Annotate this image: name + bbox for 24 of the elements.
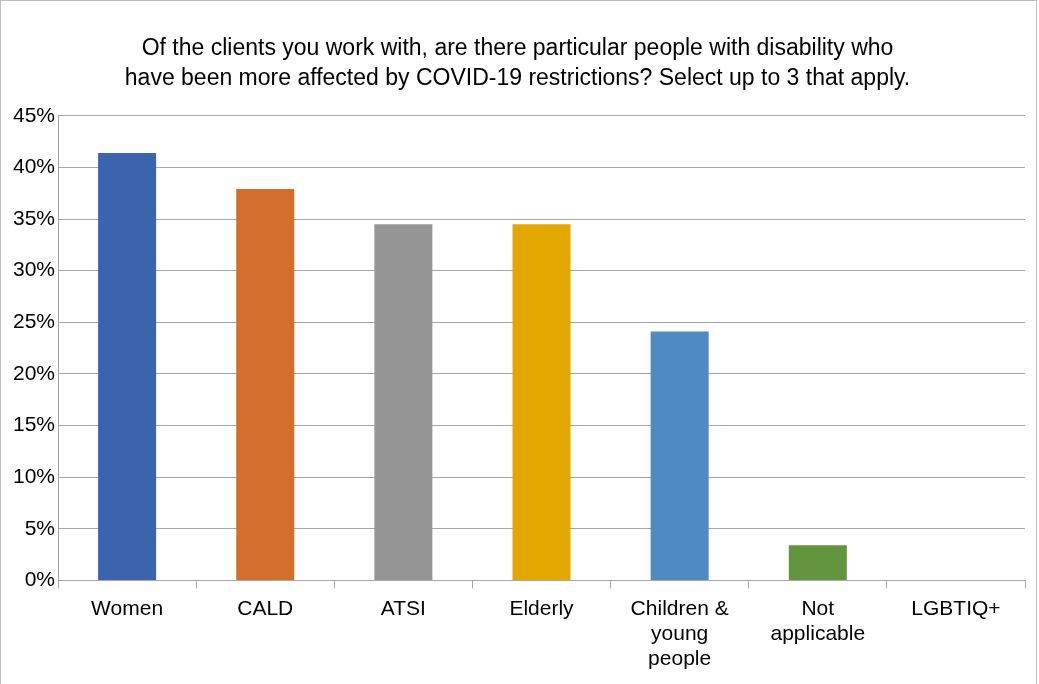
y-tick-label: 15%	[13, 412, 56, 436]
y-tick-label: 10%	[13, 463, 56, 487]
y-tick-label: 5%	[24, 515, 56, 539]
y-tick-label: 35%	[13, 205, 56, 229]
x-tick-label: Women	[91, 595, 164, 619]
x-tick-label: Children & young people	[630, 595, 729, 670]
bar	[788, 545, 847, 580]
y-tick-label: 40%	[13, 154, 56, 178]
x-tick-label: Not applicable	[770, 595, 866, 644]
x-tick-label: ATSI	[380, 595, 426, 619]
x-tick-label: LGBTIQ+	[911, 595, 1001, 619]
y-tick-label: 20%	[13, 360, 56, 384]
bar	[98, 152, 157, 580]
bar	[650, 331, 709, 580]
bar	[374, 224, 433, 580]
x-tick-label: Elderly	[509, 595, 575, 619]
y-tick-label: 0%	[24, 567, 56, 591]
y-tick-label: 30%	[13, 257, 56, 281]
x-tick-label: CALD	[237, 595, 294, 619]
bar	[236, 189, 295, 580]
chart-title: Of the clients you work with, are there particular people with disability who have been more affected by COVID-19 restrictions? Select up to 3 that apply.	[124, 34, 911, 91]
y-tick-label: 25%	[13, 309, 56, 333]
bar	[512, 224, 571, 580]
y-tick-label: 45%	[13, 102, 56, 126]
